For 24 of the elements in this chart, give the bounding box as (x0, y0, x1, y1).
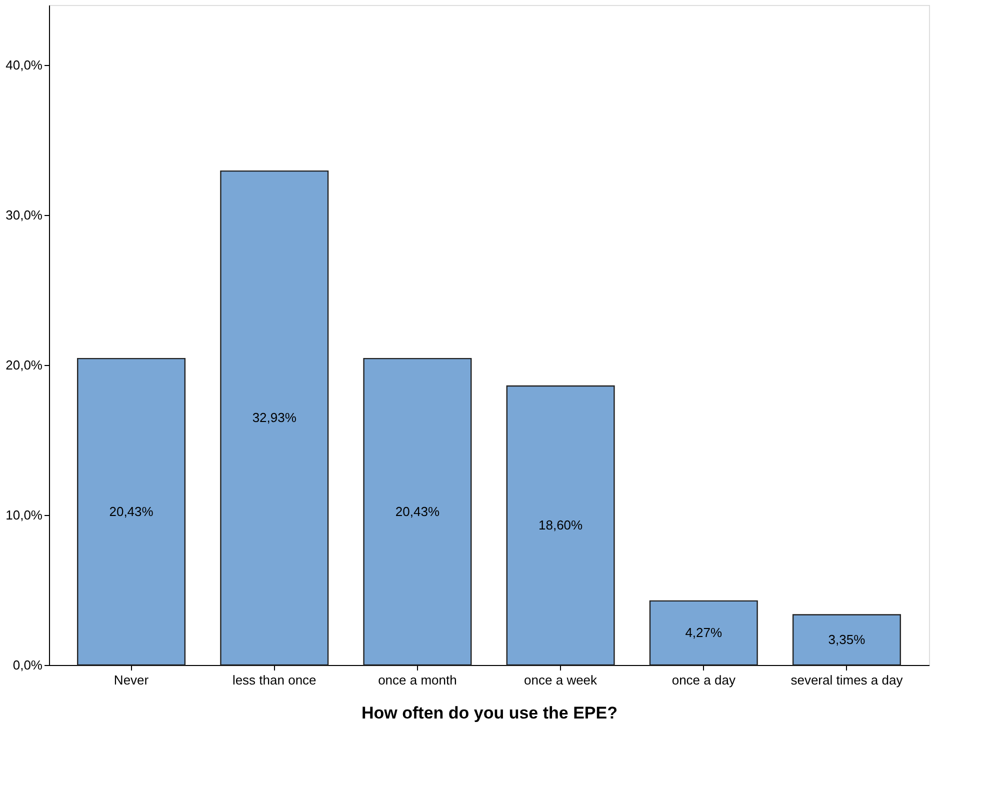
data-label: 20,43% (395, 504, 440, 519)
x-tick-label: once a week (524, 672, 598, 688)
x-tick-label: less than once (232, 672, 316, 688)
x-tick-label: once a day (672, 672, 736, 688)
data-label: 20,43% (109, 504, 154, 519)
x-tick-label: Never (114, 672, 150, 688)
data-label: 4,27% (685, 624, 722, 640)
data-label: 18,60% (538, 518, 584, 532)
x-tick-label: once a month (378, 672, 457, 688)
y-tick-label: 10,0% (6, 508, 43, 522)
bar (649, 600, 758, 666)
bar (363, 358, 472, 666)
y-tick-label: 30,0% (6, 208, 43, 222)
bar (792, 614, 901, 666)
bar (506, 385, 615, 666)
y-tick-label: 20,0% (6, 358, 43, 372)
x-axis-title: How often do you use the EPE? (362, 704, 618, 722)
bar (77, 358, 186, 666)
y-tick-label: 40,0% (6, 58, 43, 72)
x-tick-label: several times a day (790, 672, 904, 688)
data-label: 32,93% (252, 410, 297, 426)
bar (220, 170, 329, 666)
data-label: 3,35% (828, 632, 866, 647)
y-tick-label: 0,0% (12, 658, 43, 672)
